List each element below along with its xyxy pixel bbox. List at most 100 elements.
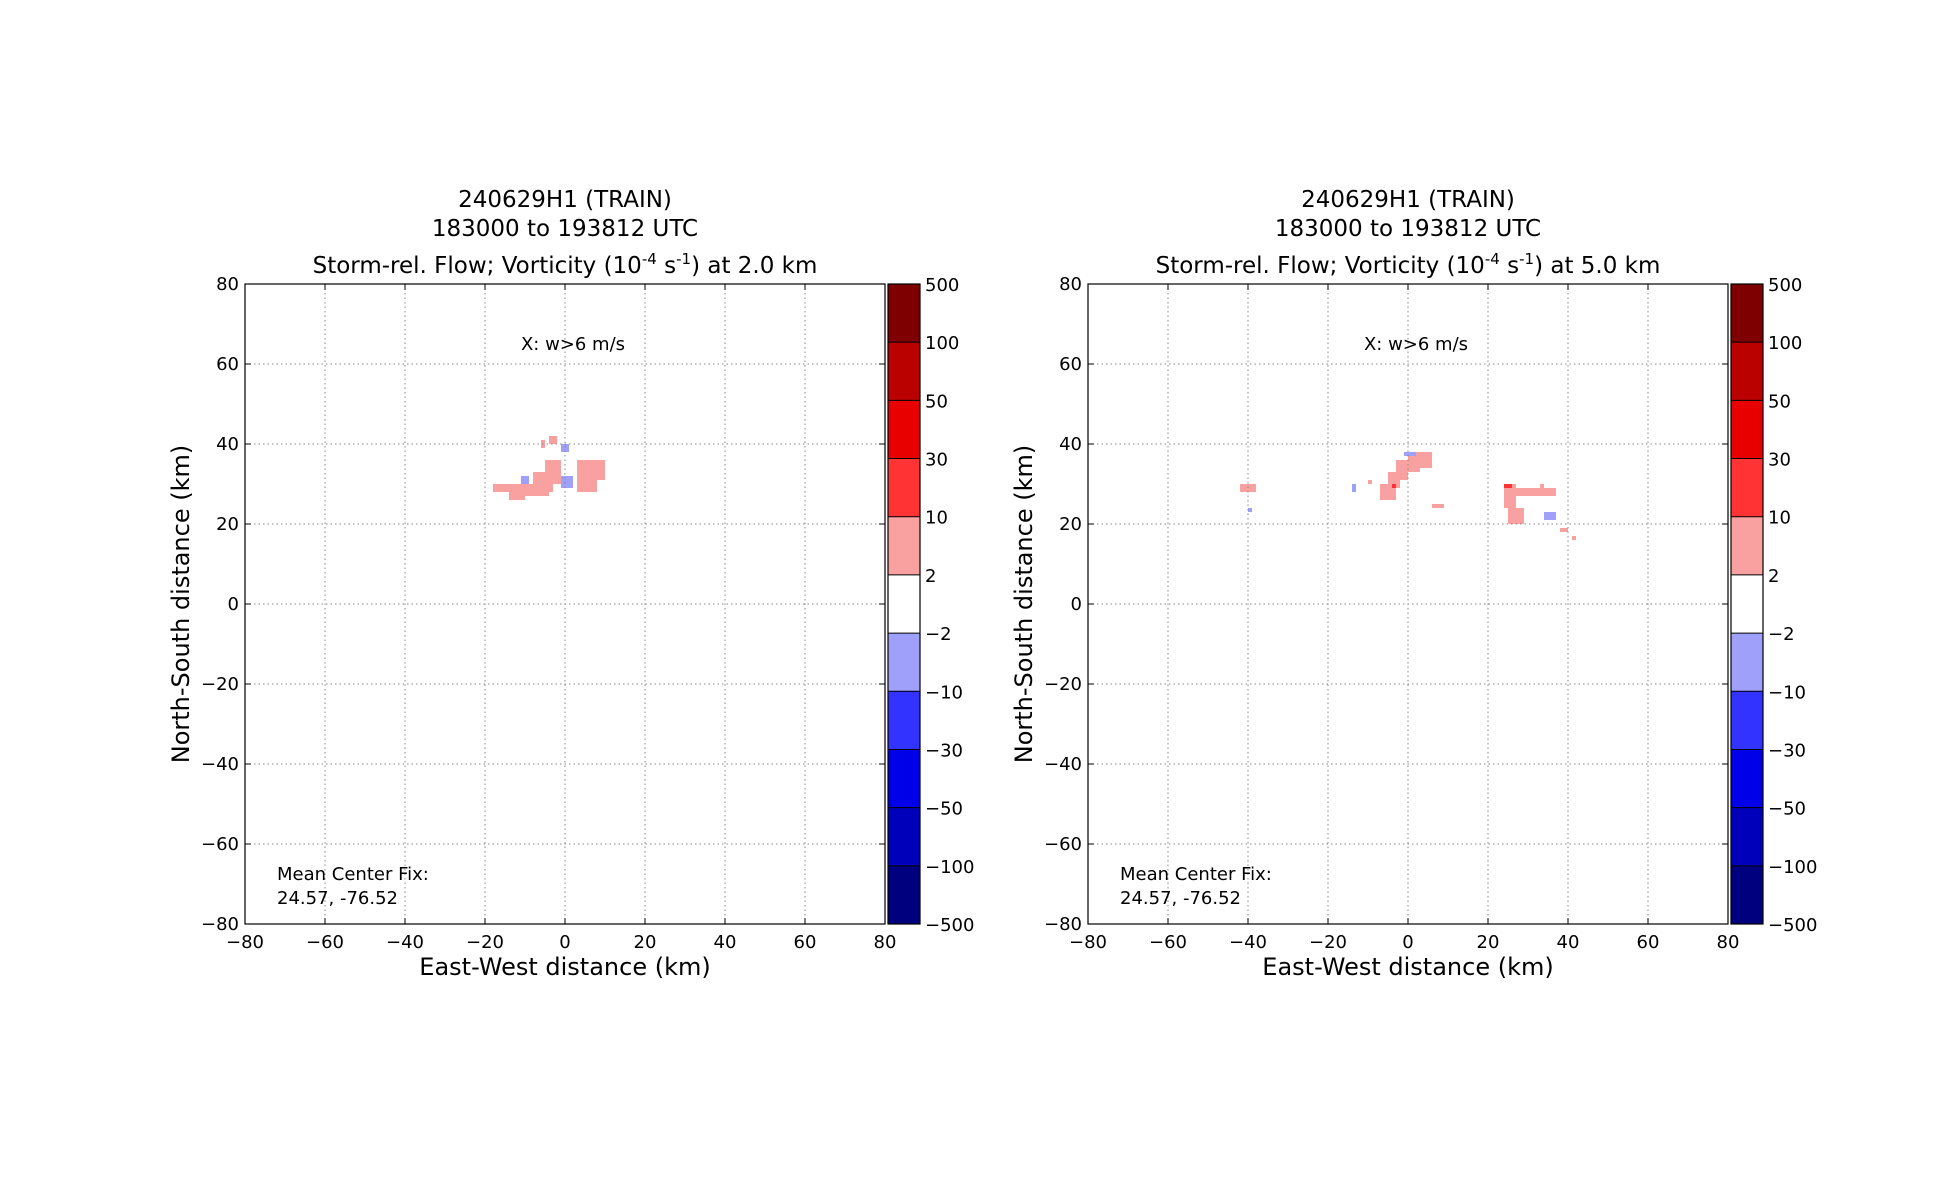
colorbar-tick-label: 500	[925, 275, 959, 296]
data-cell	[509, 492, 525, 500]
x-tick-label: −60	[1149, 932, 1187, 953]
title-part-exp1: -4	[642, 250, 657, 268]
x-tick-label: 80	[874, 932, 897, 953]
colorbar-segment	[888, 400, 920, 459]
colorbar-tick-label: −10	[1768, 682, 1806, 703]
vorticity-region-3	[1248, 452, 1556, 520]
colorbar-segment	[888, 458, 920, 517]
data-cell	[1392, 484, 1396, 488]
colorbar-tick-label: 30	[925, 450, 948, 471]
colorbar-segment	[1731, 342, 1763, 401]
y-tick-label: 0	[1071, 594, 1082, 615]
chart-title-line-2: 183000 to 193812 UTC	[432, 216, 698, 242]
colorbar-tick-label: −100	[925, 857, 974, 878]
y-tick-label: 40	[1059, 434, 1082, 455]
data-cell	[561, 444, 569, 452]
chart-panel-2: −80 −60 −40 −20 0 20 40 60 80 −80 −60 −40 −20 0 20 40 60…	[1010, 187, 1817, 981]
x-tick-label: 60	[794, 932, 817, 953]
chart-title-line-1: 240629H1 (TRAIN)	[1301, 187, 1515, 213]
x-tick-label: 80	[1717, 932, 1740, 953]
chart-title-line-3: Storm-rel. Flow; Vorticity (10-4 s-1) at…	[313, 250, 818, 279]
data-cell	[493, 484, 517, 492]
colorbar-tick-label: 50	[925, 391, 948, 412]
title-part-pre: Storm-rel. Flow; Vorticity (10	[1156, 253, 1485, 279]
annotation-w-marker: X: w>6 m/s	[1364, 334, 1468, 355]
colorbar-segment	[1731, 284, 1763, 343]
title-part-exp1: -4	[1485, 250, 1500, 268]
vorticity-region-2	[521, 444, 573, 488]
data-cell	[1368, 480, 1372, 484]
colorbar-segment	[888, 342, 920, 401]
data-cell	[1504, 484, 1512, 488]
colorbar-frame	[1730, 283, 1764, 925]
x-tick-label: −60	[306, 932, 344, 953]
x-tick-label: 40	[1557, 932, 1580, 953]
y-tick-label: −60	[1044, 834, 1082, 855]
data-cell	[545, 460, 561, 484]
x-axis-label: East-West distance (km)	[419, 953, 710, 981]
colorbar-tick-label: −30	[925, 740, 963, 761]
colorbar-tick-label: −500	[1768, 915, 1817, 936]
x-tick-label: 20	[634, 932, 657, 953]
colorbar-tick-label: −500	[925, 915, 974, 936]
colorbar-tick-label: −2	[925, 624, 952, 645]
x-tick-label: −20	[466, 932, 504, 953]
colorbar-segment	[1731, 574, 1763, 634]
data-cell	[1508, 508, 1524, 524]
title-part-pre: Storm-rel. Flow; Vorticity (10	[313, 253, 642, 279]
title-part-post: ) at 5.0 km	[1534, 253, 1660, 279]
colorbar-segment	[888, 516, 920, 575]
y-tick-label: 80	[216, 274, 239, 295]
y-tick-label: −40	[1044, 754, 1082, 775]
colorbar-tick-label: 100	[1768, 333, 1802, 354]
colorbar-segment	[1731, 691, 1763, 750]
title-part-exp2: -1	[676, 250, 691, 268]
colorbar-segment	[1731, 400, 1763, 459]
x-axis-label: East-West distance (km)	[1262, 953, 1553, 981]
colorbar-segment	[888, 807, 920, 866]
colorbar-tick-label: −50	[1768, 799, 1806, 820]
x-tick-label: 40	[714, 932, 737, 953]
data-cell	[561, 476, 573, 488]
x-tick-label: −20	[1309, 932, 1347, 953]
x-tick-label: −80	[1069, 932, 1107, 953]
colorbar-segment	[1731, 458, 1763, 517]
title-part-post: ) at 2.0 km	[691, 253, 817, 279]
data-cell	[549, 436, 557, 444]
colorbar-tick-label: 2	[1768, 566, 1779, 587]
data-cell	[1540, 484, 1544, 488]
data-cell	[1572, 536, 1576, 540]
colorbar-tick-label: 500	[1768, 275, 1802, 296]
y-tick-label: 20	[1059, 514, 1082, 535]
colorbar-tick-label: −50	[925, 799, 963, 820]
y-tick-label: −20	[1044, 674, 1082, 695]
data-cell	[1404, 452, 1416, 456]
colorbar-tick-label: 10	[925, 508, 948, 529]
colorbar-tick-label: 100	[925, 333, 959, 354]
data-cell	[1416, 452, 1432, 468]
x-tick-label: 20	[1477, 932, 1500, 953]
y-tick-label: 60	[216, 354, 239, 375]
chart-panel-1: −80 −60 −40 −20 0 20 40 60 80 −80 −60 −40 −20 0 20 40 60…	[167, 187, 974, 981]
data-cell	[1248, 508, 1252, 512]
data-cell	[1504, 484, 1516, 508]
colorbar-segment	[1731, 865, 1763, 924]
y-tick-label: −40	[201, 754, 239, 775]
y-tick-label: −80	[201, 914, 239, 935]
x-tick-label: 0	[1402, 932, 1413, 953]
data-cell	[1516, 488, 1540, 496]
y-tick-label: −60	[201, 834, 239, 855]
y-tick-label: 80	[1059, 274, 1082, 295]
data-cell	[521, 476, 529, 484]
data-cell	[1352, 484, 1356, 492]
x-tick-label: 60	[1637, 932, 1660, 953]
title-part-mid: s	[657, 253, 676, 279]
vorticity-region-2	[1392, 484, 1512, 488]
colorbar: 500 100 50 30 10 2 −2 −10 −30 −50 −100 −500	[887, 275, 974, 936]
colorbar-tick-label: 2	[925, 566, 936, 587]
annotation-center-fix-label: Mean Center Fix:	[277, 864, 429, 885]
data-cell	[577, 460, 605, 480]
colorbar-tick-label: −2	[1768, 624, 1795, 645]
colorbar-tick-label: −10	[925, 682, 963, 703]
